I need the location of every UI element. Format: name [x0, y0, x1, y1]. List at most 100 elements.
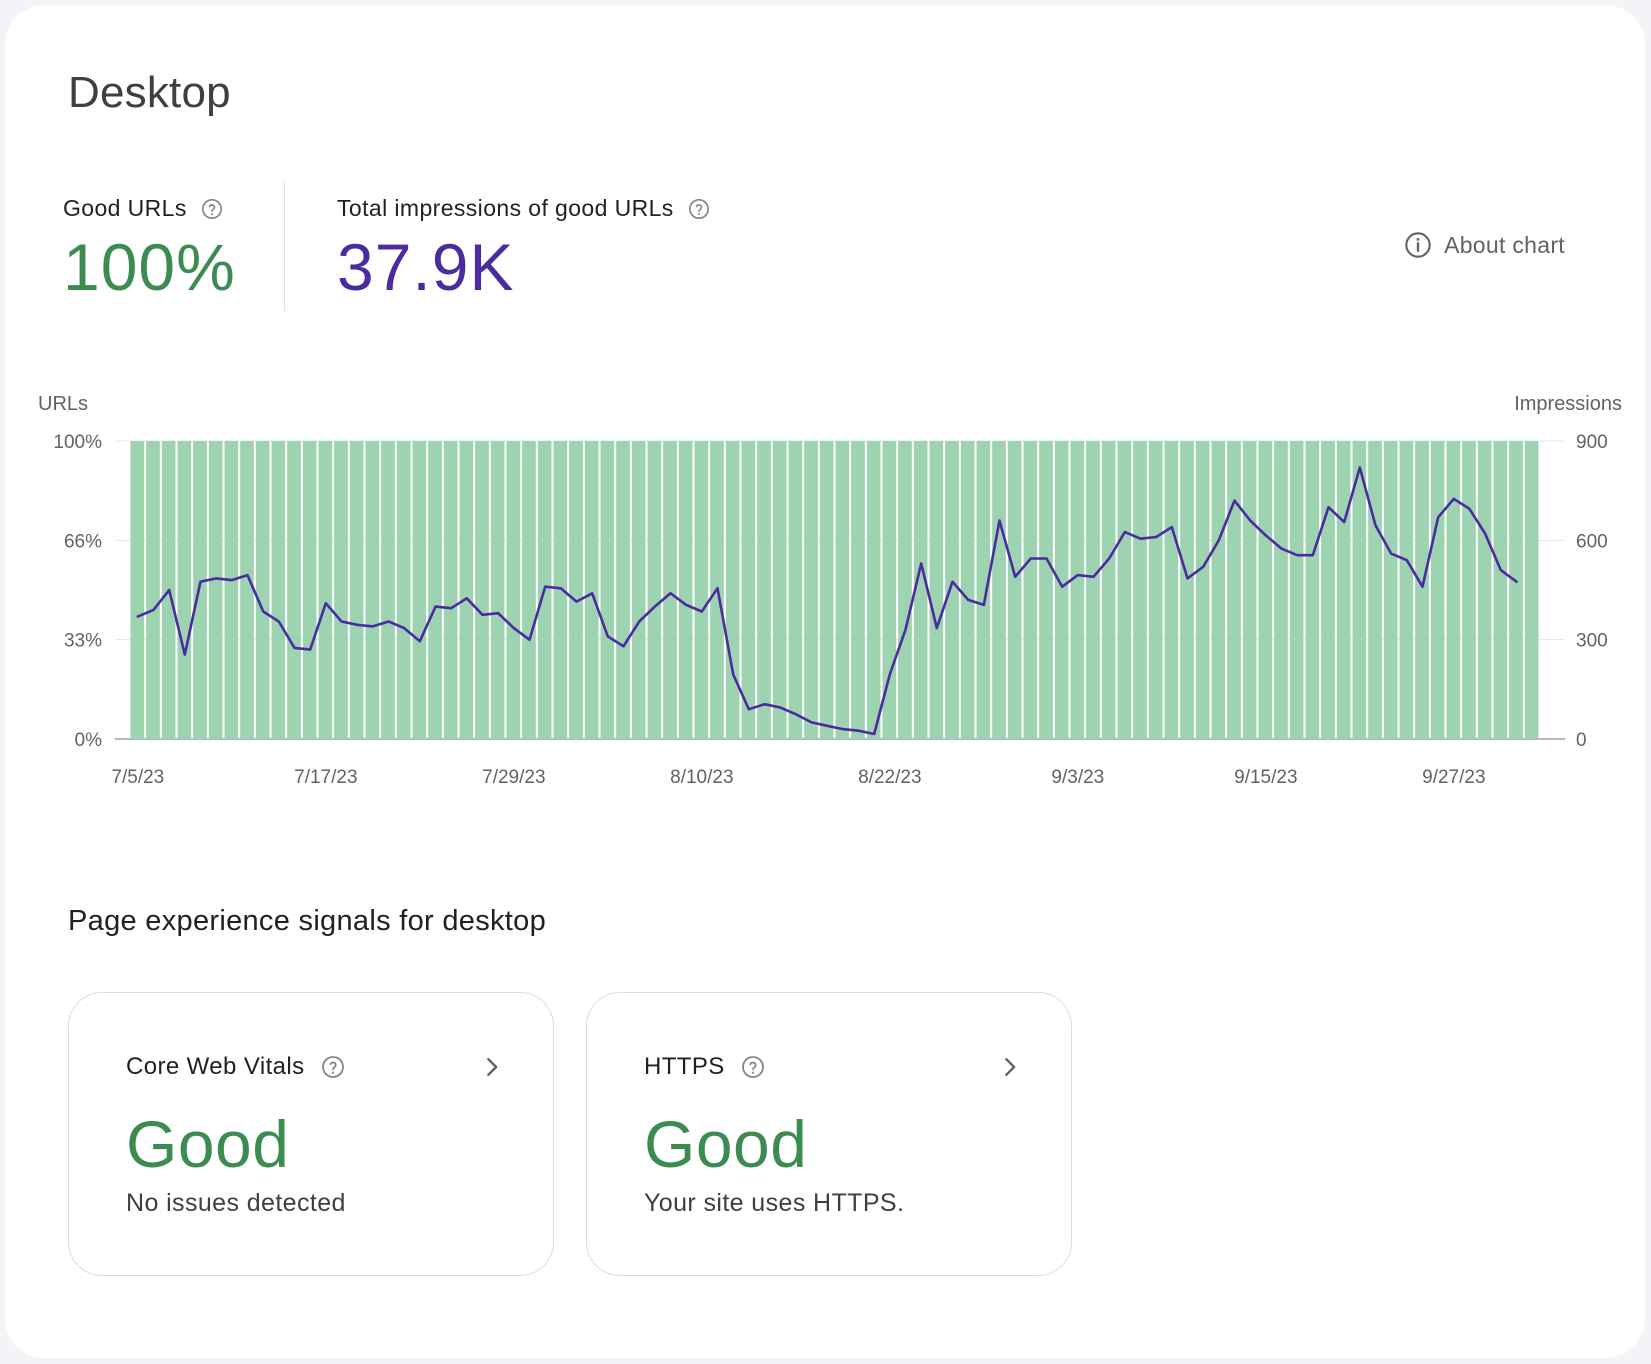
bar [1211, 441, 1226, 739]
y-axis-title-left: URLs [38, 393, 88, 415]
bar [459, 441, 474, 739]
bar [490, 441, 505, 739]
bar [130, 441, 145, 739]
bar [960, 441, 975, 739]
bar [287, 441, 301, 739]
bar [428, 441, 442, 739]
y-tick-label-right: 900 [1576, 432, 1608, 453]
bar [522, 441, 536, 739]
bar [835, 441, 850, 739]
bar [631, 441, 646, 739]
bar [396, 441, 411, 739]
y-tick-label-left: 100% [53, 432, 102, 453]
bar [1493, 441, 1508, 739]
x-tick-label: 7/29/23 [482, 767, 545, 788]
y-tick-label-right: 300 [1576, 631, 1608, 652]
metric-divider [284, 181, 285, 311]
bar [678, 441, 693, 739]
bar [584, 441, 599, 739]
good-urls-metric: Good URLs 100% [63, 195, 236, 300]
bar [1415, 441, 1429, 739]
card-status: Good [644, 1107, 808, 1181]
core-web-vitals-card[interactable]: Core Web Vitals Good No issues detected [68, 992, 554, 1276]
bar [1352, 441, 1367, 739]
bar [365, 441, 380, 739]
bar [1509, 441, 1523, 739]
bar [1305, 441, 1320, 739]
bar [866, 441, 881, 739]
x-tick-label: 9/27/23 [1422, 767, 1485, 788]
impressions-label: Total impressions of good URLs [337, 195, 674, 221]
bar [318, 441, 333, 739]
bar [1446, 441, 1461, 739]
impressions-line [136, 466, 1518, 736]
good-urls-value: 100% [63, 230, 236, 304]
bar [819, 441, 834, 739]
impressions-series [136, 466, 1518, 736]
bar [506, 441, 521, 739]
help-icon[interactable] [741, 1055, 765, 1079]
help-icon[interactable] [201, 198, 223, 220]
bar [663, 441, 677, 739]
bar [1023, 441, 1038, 739]
chart-svg: 0% 33% 66% 100% 0 300 600 900 URLs Impressions 7/5… [38, 393, 1622, 788]
bar [851, 441, 865, 739]
impressions-metric: Total impressions of good URLs 37.9K [337, 195, 710, 300]
x-tick-label: 9/15/23 [1234, 767, 1297, 788]
bar [1274, 441, 1288, 739]
bar [177, 441, 192, 739]
chevron-right-icon[interactable] [481, 1056, 503, 1078]
bar [600, 441, 615, 739]
bar [616, 441, 630, 739]
bar [1007, 441, 1022, 739]
bar [1336, 441, 1351, 739]
bar [475, 441, 489, 739]
bar [1054, 441, 1069, 739]
card-label: HTTPS [644, 1053, 725, 1080]
bar [976, 441, 991, 739]
bar [255, 441, 270, 739]
x-tick-label: 7/17/23 [294, 767, 357, 788]
urls-impressions-chart: 0% 33% 66% 100% 0 300 600 900 URLs Impressions 7/5… [5, 385, 1645, 805]
bar [913, 441, 928, 739]
bar [694, 441, 709, 739]
bar [1101, 441, 1116, 739]
about-chart-button[interactable]: About chart [1404, 231, 1565, 259]
bar [772, 441, 787, 739]
bar [1195, 441, 1210, 739]
bar [349, 441, 364, 739]
card-label: Core Web Vitals [126, 1053, 305, 1080]
bar [1321, 441, 1335, 739]
bar [1462, 441, 1476, 739]
chevron-right-icon[interactable] [999, 1056, 1021, 1078]
bar [240, 441, 254, 739]
bar [553, 441, 568, 739]
y-tick-label-left: 66% [64, 531, 102, 552]
bar [1133, 441, 1147, 739]
help-icon[interactable] [321, 1055, 345, 1079]
y-tick-label-right: 600 [1576, 531, 1608, 552]
chart-axes: 0% 33% 66% 100% 0 300 600 900 URLs Impressions 7/5… [38, 393, 1622, 788]
bar [443, 441, 458, 739]
bar [1180, 441, 1194, 739]
bar [1258, 441, 1273, 739]
y-tick-label-left: 33% [64, 631, 102, 652]
bar [1289, 441, 1304, 739]
bar [1368, 441, 1382, 739]
bar [1383, 441, 1398, 739]
bar [1164, 441, 1179, 739]
info-icon [1405, 232, 1431, 258]
bar [992, 441, 1006, 739]
about-chart-label: About chart [1444, 231, 1565, 258]
bar [334, 441, 348, 739]
help-icon[interactable] [688, 198, 710, 220]
bar [1430, 441, 1445, 739]
x-tick-label: 8/10/23 [670, 767, 733, 788]
bar [302, 441, 317, 739]
bar [208, 441, 223, 739]
https-card[interactable]: HTTPS Good Your site uses HTTPS. [586, 992, 1072, 1276]
impressions-value: 37.9K [337, 230, 515, 304]
bar [1524, 441, 1539, 739]
bar [224, 441, 239, 739]
bar [1070, 441, 1085, 739]
